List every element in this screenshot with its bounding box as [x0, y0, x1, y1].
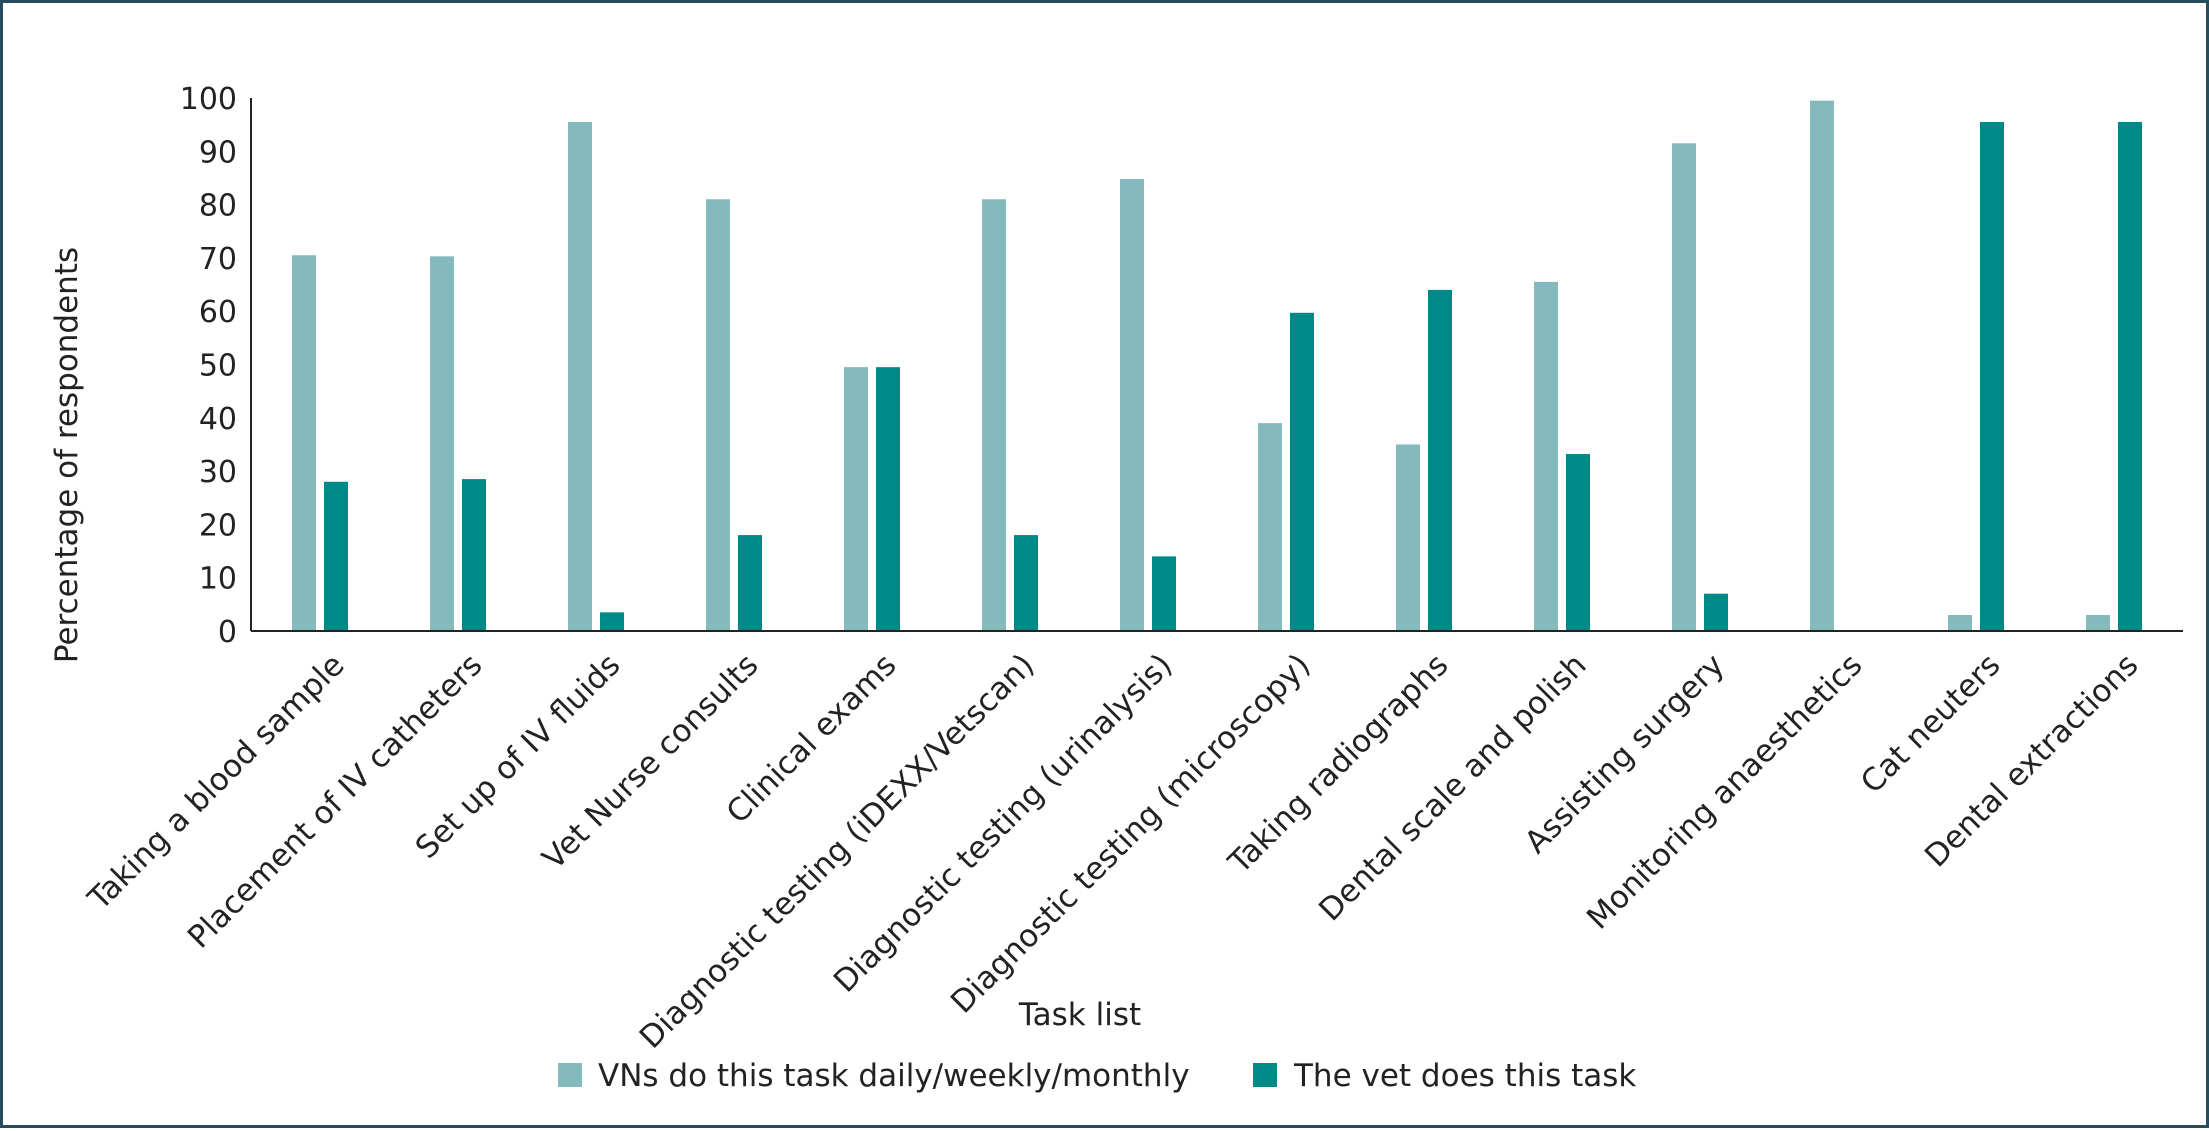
bar-vet — [1566, 454, 1590, 631]
bar-vet — [600, 612, 624, 631]
x-category-label: Placement of IV catheters — [181, 647, 490, 956]
x-category-label: Taking a blood sample — [81, 647, 352, 918]
bar-vns — [430, 256, 454, 631]
bars — [292, 100, 2142, 632]
bar-vns — [1396, 444, 1420, 631]
bar-vet — [1014, 535, 1038, 631]
bar-vet — [462, 479, 486, 631]
bar-vet — [1704, 593, 1728, 631]
bar-vns — [1672, 143, 1696, 631]
bar-vns — [1534, 281, 1558, 631]
bar-vns — [1810, 100, 1834, 632]
bar-vns — [982, 199, 1006, 631]
legend-label-vet: The vet does this task — [1293, 1058, 1636, 1094]
bar-vns — [2086, 615, 2110, 631]
bar-vet — [1290, 312, 1314, 631]
bar-vet — [1980, 121, 2004, 632]
y-tick-label: 0 — [218, 615, 237, 650]
bar-vet — [1428, 289, 1452, 631]
x-category-label: Monitoring anaesthetics — [1580, 647, 1869, 936]
y-tick-label: 40 — [199, 402, 237, 437]
y-tick-label: 90 — [199, 135, 237, 170]
bar-vns — [1258, 423, 1282, 631]
bar-vns — [1120, 179, 1144, 632]
y-axis-ticks: 0 10 20 30 40 50 60 70 80 90 100 — [180, 82, 237, 650]
bar-vns — [292, 255, 316, 632]
y-tick-label: 80 — [199, 189, 237, 224]
y-axis-title: Percentage of respondents — [49, 247, 85, 663]
x-axis-title: Task list — [1018, 997, 1141, 1033]
y-tick-label: 50 — [199, 349, 237, 384]
y-tick-label: 10 — [199, 562, 237, 597]
y-tick-label: 100 — [180, 82, 237, 117]
bar-vns — [1948, 615, 1972, 631]
legend-swatch-vns — [558, 1063, 582, 1087]
bar-vns — [706, 199, 730, 631]
legend-swatch-vet — [1253, 1063, 1277, 1087]
bar-vet — [876, 367, 900, 631]
x-category-label: Cat neuters — [1854, 647, 2008, 801]
bar-vet — [2118, 121, 2142, 632]
bar-vet — [324, 481, 348, 631]
bar-vns — [844, 367, 868, 631]
y-tick-label: 20 — [199, 508, 237, 543]
legend: VNs do this task daily/weekly/monthly Th… — [558, 1058, 1636, 1094]
bar-vns — [568, 121, 592, 632]
legend-label-vns: VNs do this task daily/weekly/monthly — [598, 1058, 1190, 1094]
bar-vet — [738, 535, 762, 631]
y-tick-label: 70 — [199, 242, 237, 277]
y-tick-label: 60 — [199, 295, 237, 330]
bar-chart: 0 10 20 30 40 50 60 70 80 90 100 Taking a blood sa… — [49, 82, 2183, 1094]
bar-vet — [1152, 556, 1176, 631]
y-tick-label: 30 — [199, 455, 237, 490]
x-category-label: Dental scale and polish — [1312, 647, 1593, 928]
